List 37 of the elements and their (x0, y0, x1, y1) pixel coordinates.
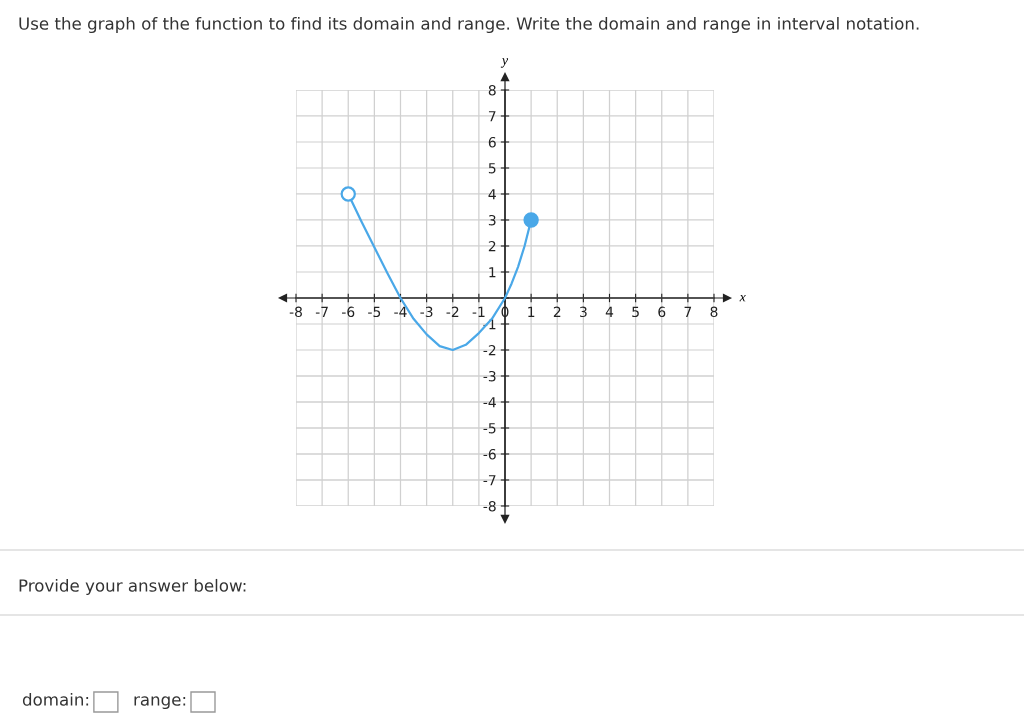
y-tick-label: 1 (489, 267, 496, 278)
y-tick-label: -8 (483, 500, 496, 512)
y-tick-label: 3 (488, 214, 496, 226)
x-tick-label: 1 (528, 306, 535, 317)
y-tick-label: 6 (488, 136, 496, 148)
x-tick-label: 7 (684, 306, 692, 317)
y-tick-label: -2 (483, 344, 496, 356)
y-tick-label: -5 (483, 423, 496, 434)
x-tick-label: -1 (472, 306, 485, 317)
y-tick-label: -3 (483, 370, 496, 382)
x-tick-label: -2 (446, 306, 459, 317)
x-tick-label: -5 (368, 306, 381, 318)
x-tick-label: -8 (289, 306, 302, 318)
text: range: (134, 696, 186, 710)
x-tick-label: 2 (553, 306, 561, 317)
y-tick-label: -4 (483, 397, 496, 408)
y-tick-label: 2 (488, 240, 496, 252)
x-axis-title: x (739, 294, 746, 302)
y-tick-label: 5 (488, 163, 496, 174)
y-tick-label: -7 (483, 475, 496, 486)
x-tick-label: 4 (605, 306, 614, 317)
chart-title: Use the graph of the function to find its domain and range. Write the domain and range in interval notation. (19, 16, 919, 34)
y-tick-label: 8 (488, 84, 496, 96)
y-tick-label: 4 (488, 189, 496, 200)
y-tick-label: 7 (488, 111, 496, 122)
text: domain: (22, 692, 89, 706)
x-tick-label: 6 (658, 306, 666, 318)
y-tick-label: -6 (483, 448, 496, 460)
x-tick-label: -4 (394, 306, 407, 317)
text: Provide your answer below: (19, 578, 246, 596)
x-tick-label: -6 (342, 306, 355, 318)
x-tick-label: 3 (580, 306, 587, 318)
x-tick-label: 5 (632, 306, 639, 318)
x-tick-label: 8 (710, 306, 718, 318)
x-tick-label: -3 (420, 306, 433, 318)
x-tick-label: -7 (315, 306, 328, 317)
y-axis-title: y (500, 58, 509, 68)
